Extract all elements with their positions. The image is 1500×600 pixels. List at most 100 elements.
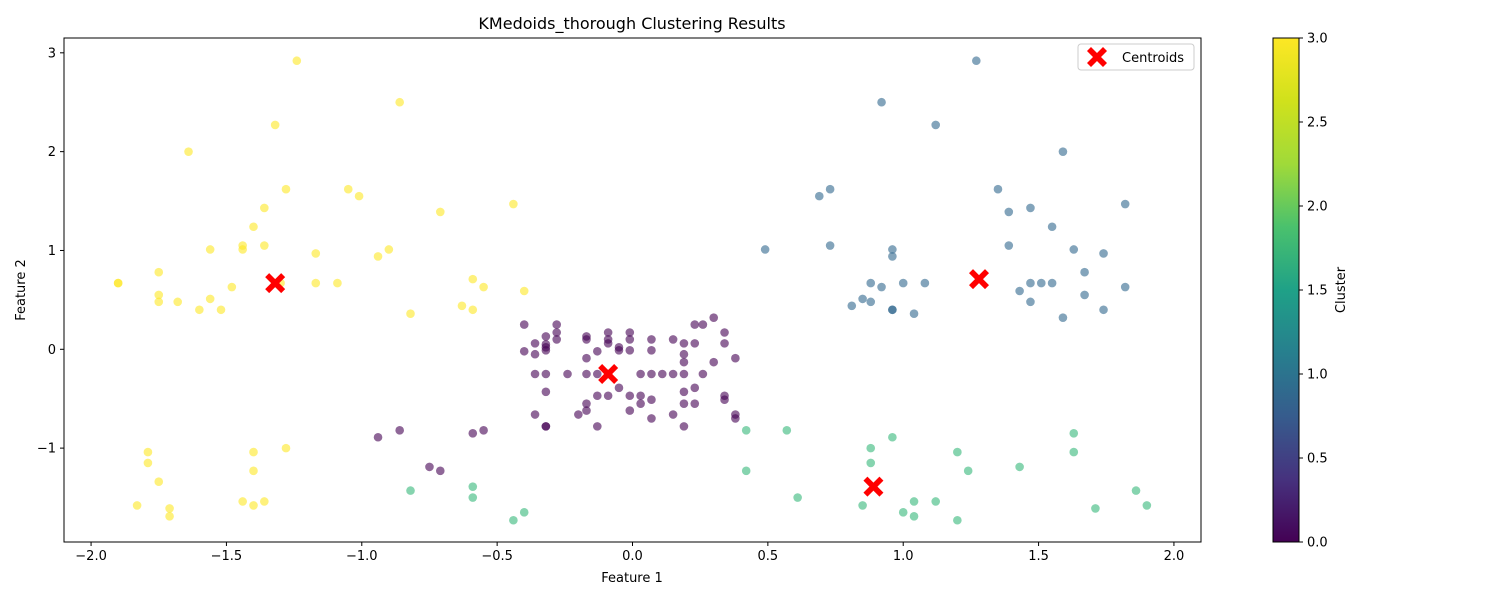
cluster-0-point: [373, 432, 383, 442]
centroid-marker: [969, 269, 990, 290]
cluster-1-point: [1047, 278, 1057, 288]
cluster-2-point: [406, 486, 415, 495]
colorbar-tick-label: 3.0: [1307, 32, 1328, 47]
x-tick-label: −1.0: [346, 549, 378, 564]
chart-title: KMedoids_thorough Clustering Results: [478, 14, 785, 34]
cluster-0-point: [541, 332, 551, 341]
centroid-marker: [863, 476, 884, 497]
cluster-2-point: [1131, 486, 1141, 495]
cluster-0-point: [709, 313, 719, 322]
cluster-0-point: [679, 387, 689, 397]
x-tick-label: 0.5: [758, 549, 779, 564]
cluster-1-point: [1080, 290, 1089, 300]
legend-label-centroids: Centroids: [1122, 51, 1184, 66]
cluster-0-point: [720, 328, 729, 337]
cluster-2-point: [509, 515, 518, 525]
cluster-2-point: [468, 482, 478, 491]
centroid-marker: [598, 364, 619, 384]
cluster-3-point: [165, 512, 174, 521]
cluster-0-point: [679, 349, 689, 359]
cluster-1-point: [1099, 305, 1108, 315]
cluster-3-point: [354, 191, 364, 201]
cluster-3-point: [238, 245, 247, 254]
cluster-0-point: [625, 345, 635, 355]
cluster-1-point: [1026, 203, 1035, 213]
cluster-2-point: [1069, 447, 1079, 457]
colorbar-tick-label: 1.0: [1307, 368, 1328, 383]
cluster-0-point: [647, 395, 656, 404]
cluster-1-point: [1058, 147, 1068, 156]
cluster-1-point: [1120, 199, 1130, 209]
cluster-3-point: [249, 501, 258, 510]
cluster-2-point: [1069, 428, 1079, 438]
colorbar-label: Cluster: [1334, 266, 1349, 313]
cluster-1-point: [1036, 278, 1046, 288]
centroid-marker: [265, 273, 286, 294]
cluster-0-point: [614, 383, 624, 393]
cluster-1-point: [1099, 249, 1108, 258]
cluster-0-point: [679, 369, 689, 379]
cluster-2-point: [468, 493, 478, 502]
cluster-0-point: [552, 320, 561, 329]
cluster-0-point: [647, 369, 656, 379]
cluster-0-point: [603, 328, 613, 337]
y-tick-label: −1: [37, 442, 56, 457]
cluster-3-point: [343, 184, 353, 194]
cluster-3-point: [154, 477, 164, 487]
cluster-0-point: [636, 391, 645, 401]
cluster-3-point: [260, 497, 269, 506]
cluster-0-point: [657, 369, 667, 379]
centroid-markers: [265, 269, 990, 497]
cluster-3-point: [132, 501, 142, 510]
cluster-3-point: [154, 290, 164, 300]
cluster-3-point: [384, 245, 394, 254]
cluster-0-point: [530, 339, 540, 348]
cluster-0-point: [468, 428, 478, 438]
cluster-0-point: [679, 357, 689, 367]
cluster-0-point: [582, 399, 591, 408]
data-points: [113, 56, 1152, 525]
cluster-2-point: [963, 466, 973, 476]
cluster-0-point: [593, 391, 602, 401]
colorbar-gradient: [1272, 37, 1300, 543]
cluster-3-point: [184, 147, 193, 156]
cluster-0-point: [668, 335, 678, 344]
cluster-0-point: [690, 320, 700, 329]
cluster-0-point: [530, 410, 540, 419]
cluster-3-point: [519, 286, 529, 296]
cluster-3-point: [195, 305, 204, 315]
cluster-0-point: [647, 414, 656, 423]
cluster-2-point: [953, 515, 962, 525]
cluster-0-point: [647, 335, 656, 344]
cluster-3-point: [333, 278, 342, 288]
cluster-0-point: [668, 369, 678, 379]
cluster-1-point: [888, 252, 897, 261]
cluster-2-point: [931, 497, 940, 506]
cluster-3-point: [154, 267, 164, 277]
cluster-3-point: [311, 249, 321, 258]
legend-centroid-marker: [1087, 47, 1107, 67]
cluster-3-point: [281, 443, 291, 453]
cluster-0-point: [425, 462, 434, 472]
cluster-3-point: [468, 274, 478, 284]
cluster-1-point: [866, 278, 876, 288]
cluster-0-point: [625, 391, 635, 401]
cluster-1-point: [877, 97, 886, 107]
cluster-2-point: [909, 512, 919, 521]
cluster-3-point: [281, 184, 291, 194]
cluster-3-point: [457, 301, 467, 311]
y-tick-label: 1: [48, 244, 56, 259]
cluster-0-point: [625, 328, 635, 337]
cluster-0-point: [625, 406, 635, 415]
y-tick-label: 3: [48, 46, 56, 61]
cluster-3-point: [165, 504, 174, 513]
colorbar-tick-label: 2.5: [1307, 116, 1328, 131]
cluster-3-point: [435, 207, 445, 217]
cluster-0-point: [519, 320, 529, 329]
x-axis: −2.0 −1.5 −1.0 −0.5 0.0 0.5 1.0 1.5 2.0: [75, 542, 1184, 564]
cluster-3-point: [260, 241, 269, 250]
cluster-3-point: [227, 282, 237, 292]
cluster-1-point: [1004, 241, 1014, 250]
cluster-1-point: [1026, 278, 1035, 288]
